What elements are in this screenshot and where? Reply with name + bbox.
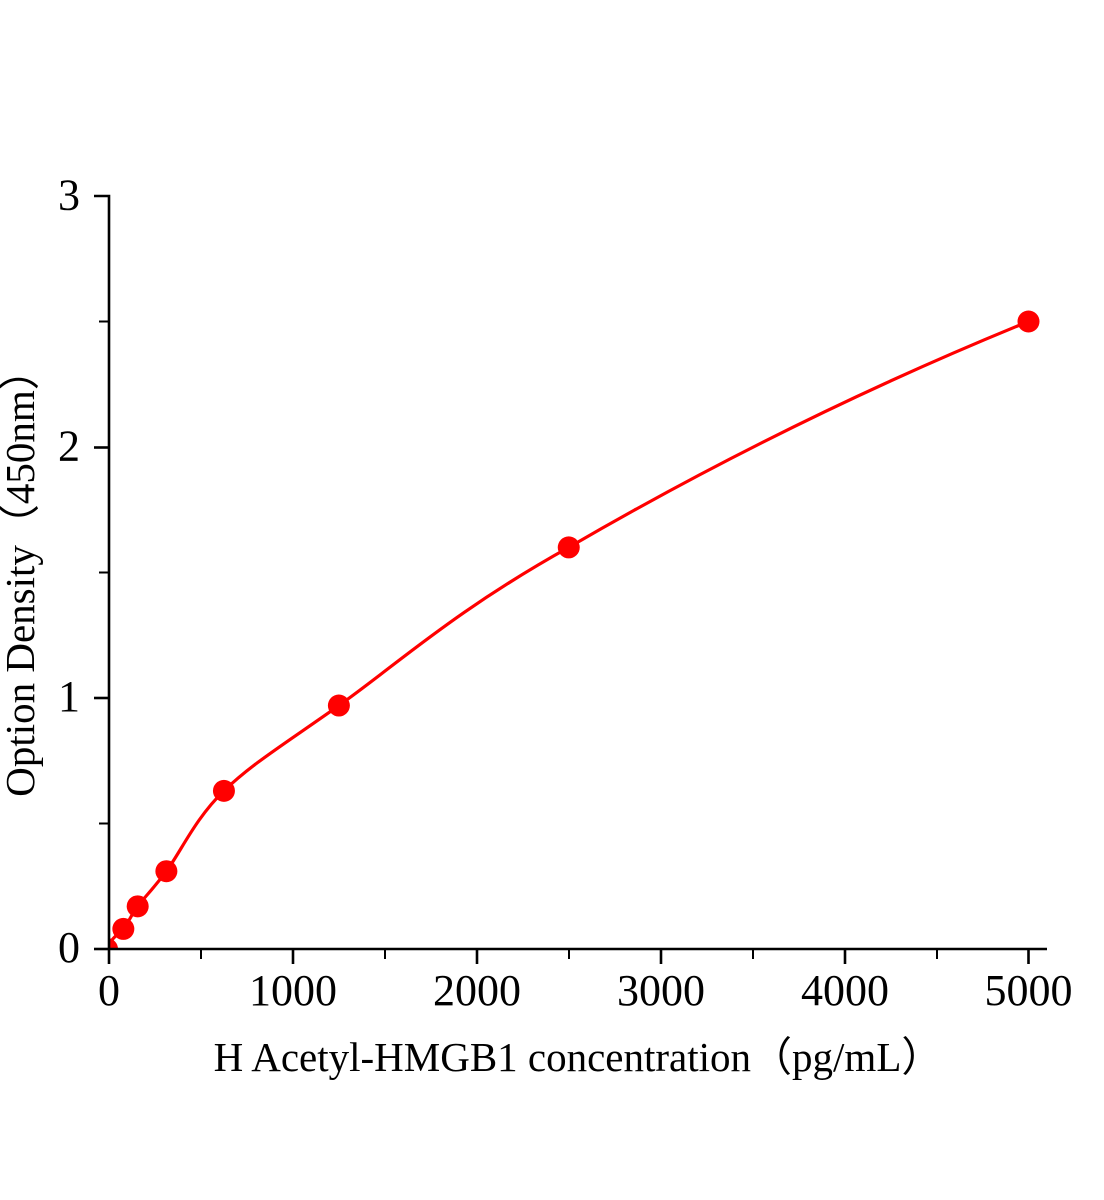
svg-text:3000: 3000 (617, 966, 705, 1015)
svg-text:2000: 2000 (433, 966, 521, 1015)
svg-text:0: 0 (58, 923, 80, 972)
svg-text:1: 1 (58, 672, 80, 721)
svg-text:4000: 4000 (801, 966, 889, 1015)
svg-text:H Acetyl-HMGB1 concentration（p: H Acetyl-HMGB1 concentration（pg/mL） (214, 1034, 943, 1080)
svg-text:5000: 5000 (985, 966, 1073, 1015)
svg-text:0: 0 (98, 966, 120, 1015)
svg-text:3: 3 (58, 171, 80, 220)
svg-text:Option Density（450nm）: Option Density（450nm） (0, 349, 43, 797)
svg-text:1000: 1000 (249, 966, 337, 1015)
svg-text:2: 2 (58, 422, 80, 471)
